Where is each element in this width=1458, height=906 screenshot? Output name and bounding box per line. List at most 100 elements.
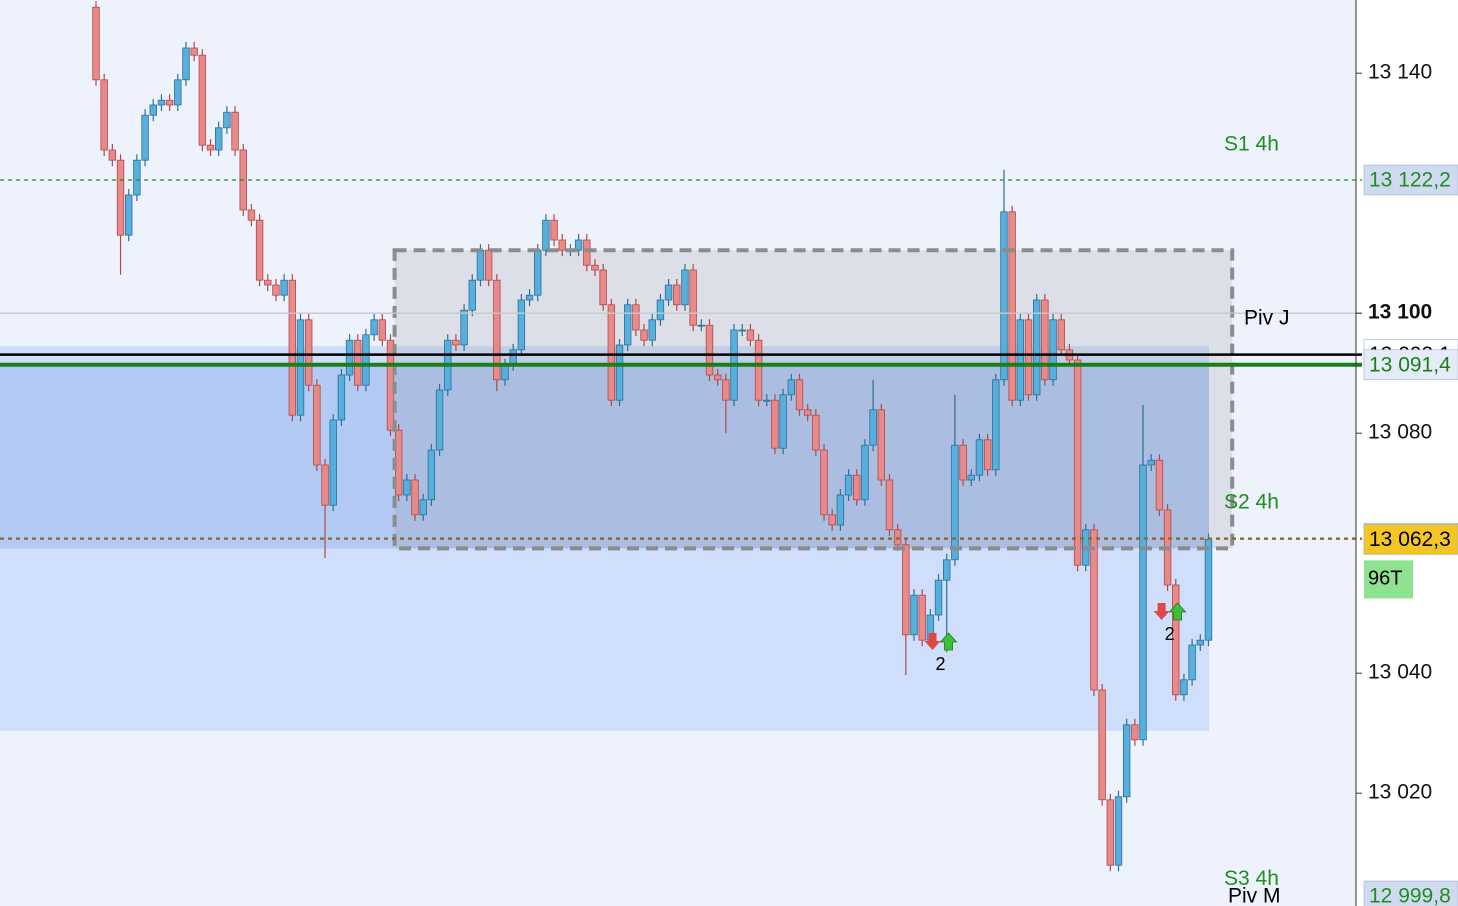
candle-body: [1024, 319, 1033, 396]
candle-body: [705, 324, 714, 376]
candle-body: [223, 111, 231, 129]
candle-body: [198, 54, 207, 146]
candle-body: [411, 479, 419, 516]
candle-body: [378, 319, 386, 341]
candle-body: [288, 279, 297, 416]
candle-body: [1131, 724, 1139, 741]
signal-count: 2: [936, 654, 946, 674]
candle-body: [264, 279, 272, 286]
signal-down-arrow: [1153, 603, 1170, 620]
candle-body: [92, 6, 100, 81]
signal-up-arrow: [939, 632, 958, 651]
candle-body: [1041, 299, 1049, 381]
candle-body: [329, 419, 337, 506]
candle-body: [1172, 584, 1180, 696]
candle-body: [975, 439, 984, 476]
candle-body: [296, 319, 305, 416]
candle-body: [902, 544, 910, 636]
candle-body: [468, 279, 476, 311]
candle-body: [354, 339, 362, 386]
timer: 96T: [1368, 568, 1402, 590]
candle-body: [656, 299, 665, 321]
price-label: 13 062,3: [1369, 528, 1451, 551]
candle-body: [280, 279, 288, 296]
candle-body: [321, 464, 329, 506]
candle-body: [1155, 459, 1164, 511]
zone: [0, 363, 1209, 549]
candle-body: [1180, 679, 1188, 696]
candle-body: [918, 594, 926, 641]
candle-body: [943, 559, 951, 581]
candle-body: [951, 444, 959, 561]
candle-body: [133, 159, 141, 196]
candle-body: [771, 399, 779, 449]
candle-body: [460, 309, 468, 346]
signal-count: 2: [1165, 624, 1175, 644]
candle-body: [1196, 639, 1204, 646]
level-name: S2 4h: [1224, 491, 1279, 514]
y-tick-label: 13 080: [1368, 421, 1432, 444]
candle-body: [157, 99, 166, 106]
y-tick-label: 13 020: [1368, 781, 1432, 804]
candle-body: [419, 499, 427, 516]
candle-body: [1098, 689, 1106, 801]
candle-body: [493, 279, 501, 381]
candle-body: [542, 219, 550, 251]
candle-body: [1147, 459, 1155, 466]
candle-body: [599, 269, 607, 306]
candle-body: [803, 409, 812, 416]
candle-body: [427, 449, 436, 501]
candle-body: [607, 304, 616, 401]
price-label: 13 091,4: [1369, 353, 1451, 376]
candle-body: [853, 474, 861, 501]
candle-body: [681, 269, 689, 306]
candle-body: [116, 159, 125, 236]
price-label-box: [1363, 164, 1458, 196]
signal-up-arrow: [1168, 602, 1187, 621]
candle-body: [345, 339, 354, 376]
candle-body: [812, 414, 820, 451]
candle-body: [534, 249, 542, 296]
candle-body: [722, 379, 730, 401]
level-name: S1 4h: [1224, 133, 1279, 156]
candle-body: [1033, 299, 1041, 396]
candle-body: [1000, 211, 1008, 381]
candle-body: [583, 239, 591, 266]
candle-body: [247, 209, 256, 221]
candle-body: [255, 219, 264, 281]
candle-body: [959, 444, 967, 481]
signal-down-arrow: [924, 633, 941, 650]
candle-body: [893, 529, 902, 546]
candle-body: [165, 99, 174, 106]
candle-body: [501, 364, 509, 381]
candle-body: [754, 339, 763, 401]
candle-body: [820, 449, 828, 516]
price-label-box: [1363, 524, 1458, 555]
range-box-border: [392, 248, 1235, 551]
candle-body: [632, 304, 640, 331]
candle-body: [370, 319, 378, 336]
candle-body: [1188, 644, 1196, 681]
candle-body: [689, 269, 697, 326]
timer-box: [1364, 560, 1413, 599]
candle-body: [746, 329, 755, 341]
signal: 2: [924, 632, 958, 674]
candle-body: [869, 409, 877, 446]
candle-body: [206, 144, 215, 151]
candle-body: [836, 494, 845, 526]
candle-body: [795, 379, 804, 411]
candle-body: [1057, 319, 1065, 351]
candle-body: [452, 339, 460, 346]
candle-body: [125, 194, 133, 236]
candle-body: [713, 374, 722, 381]
axis-panel: [1356, 0, 1458, 906]
candle-body: [272, 284, 280, 296]
signal: 2: [1153, 602, 1187, 644]
candle-body: [779, 394, 787, 449]
candle-body: [182, 47, 190, 81]
range-box-fill: [394, 250, 1233, 549]
candle-body: [615, 344, 624, 401]
candle-body: [362, 334, 370, 386]
